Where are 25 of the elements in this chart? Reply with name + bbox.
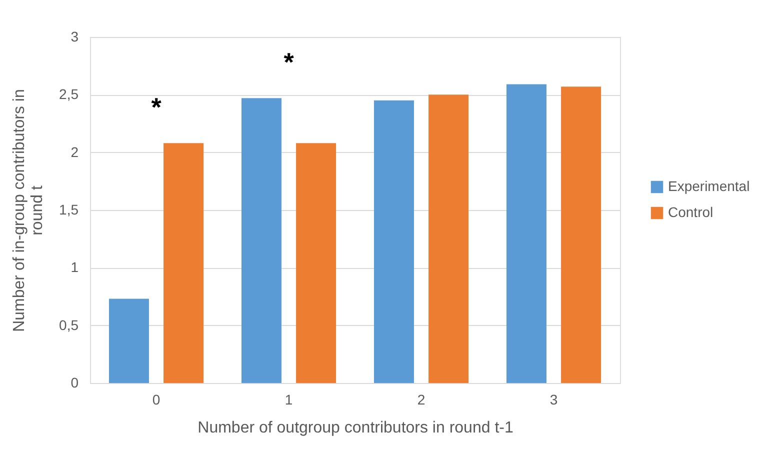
annotation: * — [151, 92, 162, 122]
y-tick-label: 0,5 — [59, 316, 79, 333]
bar — [164, 143, 204, 383]
y-tick-label: 3 — [70, 28, 79, 44]
y-tick-label: 0 — [70, 374, 79, 390]
x-tick-label: 2 — [417, 392, 426, 408]
bar — [561, 86, 602, 383]
annotation: * — [284, 47, 295, 78]
legend-label: Control — [668, 204, 714, 220]
y-axis-title: Number of in-group contributors in round t — [11, 89, 46, 332]
x-tick-label: 0 — [152, 392, 160, 408]
bar — [241, 98, 282, 383]
x-axis-title: Number of outgroup contributors in round t-1 — [198, 420, 514, 436]
bar — [296, 143, 336, 383]
bar — [374, 100, 414, 383]
y-tick-label: 2,5 — [59, 86, 79, 102]
y-tick-label: 2 — [70, 144, 79, 160]
x-tick-label: 3 — [550, 392, 558, 408]
y-tick-label: 1,5 — [59, 202, 79, 218]
bar — [428, 94, 469, 383]
bar — [506, 84, 546, 383]
x-tick-label: 1 — [284, 392, 293, 408]
y-tick-label: 1 — [70, 259, 79, 276]
bar — [108, 298, 149, 383]
legend-label: Experimental — [668, 178, 750, 194]
